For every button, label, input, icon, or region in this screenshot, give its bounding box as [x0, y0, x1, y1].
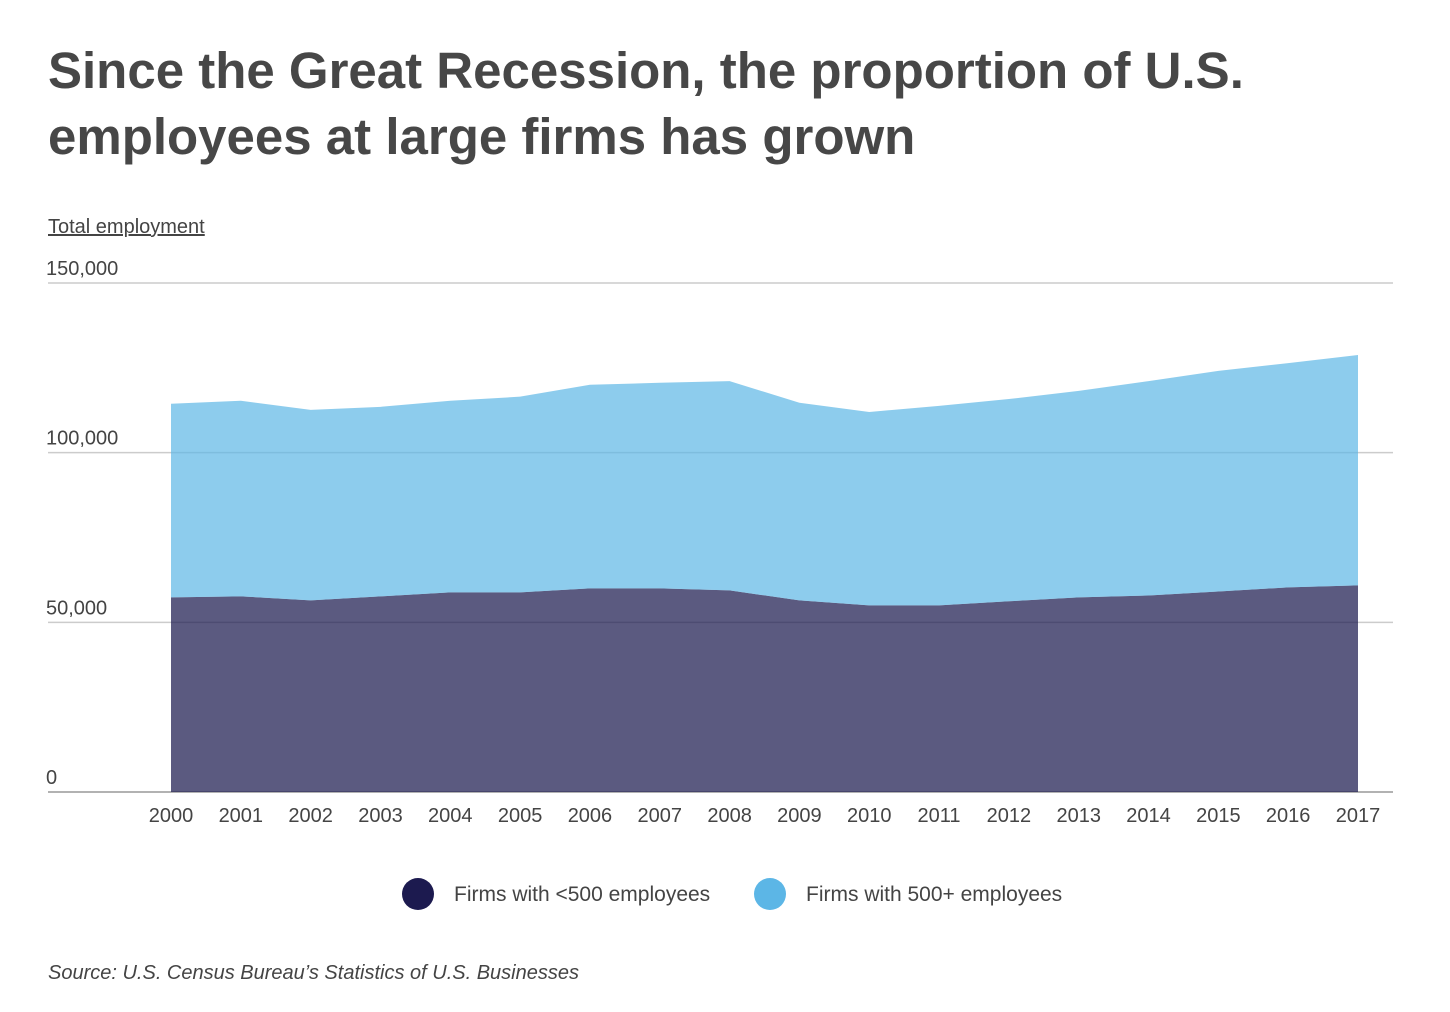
y-tick-label: 50,000: [46, 597, 107, 619]
x-tick-label: 2014: [1126, 805, 1171, 827]
x-tick-label: 2004: [428, 805, 473, 827]
x-tick-label: 2008: [707, 805, 752, 827]
y-axis-label: Total employment: [48, 216, 205, 238]
area-series-0: [171, 585, 1358, 792]
x-tick-label: 2012: [987, 805, 1032, 827]
x-tick-label: 2005: [498, 805, 543, 827]
y-tick-label: 0: [46, 767, 57, 789]
x-tick-label: 2015: [1196, 805, 1241, 827]
source-note: Source: U.S. Census Bureau’s Statistics …: [48, 962, 579, 984]
x-tick-label: 2007: [638, 805, 683, 827]
x-tick-label: 2011: [918, 805, 961, 827]
x-tick-label: 2016: [1266, 805, 1311, 827]
chart-title: Since the Great Recession, the proportio…: [48, 42, 1244, 165]
legend-label: Firms with <500 employees: [454, 883, 710, 906]
x-tick-label: 2017: [1336, 805, 1381, 827]
x-tick-label: 2010: [847, 805, 892, 827]
x-tick-label: 2001: [219, 805, 264, 827]
x-tick-label: 2000: [149, 805, 194, 827]
x-tick-label: 2006: [568, 805, 613, 827]
legend-label: Firms with 500+ employees: [806, 883, 1062, 906]
y-tick-label: 150,000: [46, 258, 118, 280]
legend-swatch: [402, 878, 434, 910]
y-tick-label: 100,000: [46, 428, 118, 450]
legend-swatch: [754, 878, 786, 910]
area-series-1: [171, 354, 1358, 606]
x-tick-label: 2003: [358, 805, 403, 827]
x-tick-label: 2009: [777, 805, 822, 827]
x-tick-label: 2013: [1056, 805, 1101, 827]
x-tick-label: 2002: [288, 805, 333, 827]
